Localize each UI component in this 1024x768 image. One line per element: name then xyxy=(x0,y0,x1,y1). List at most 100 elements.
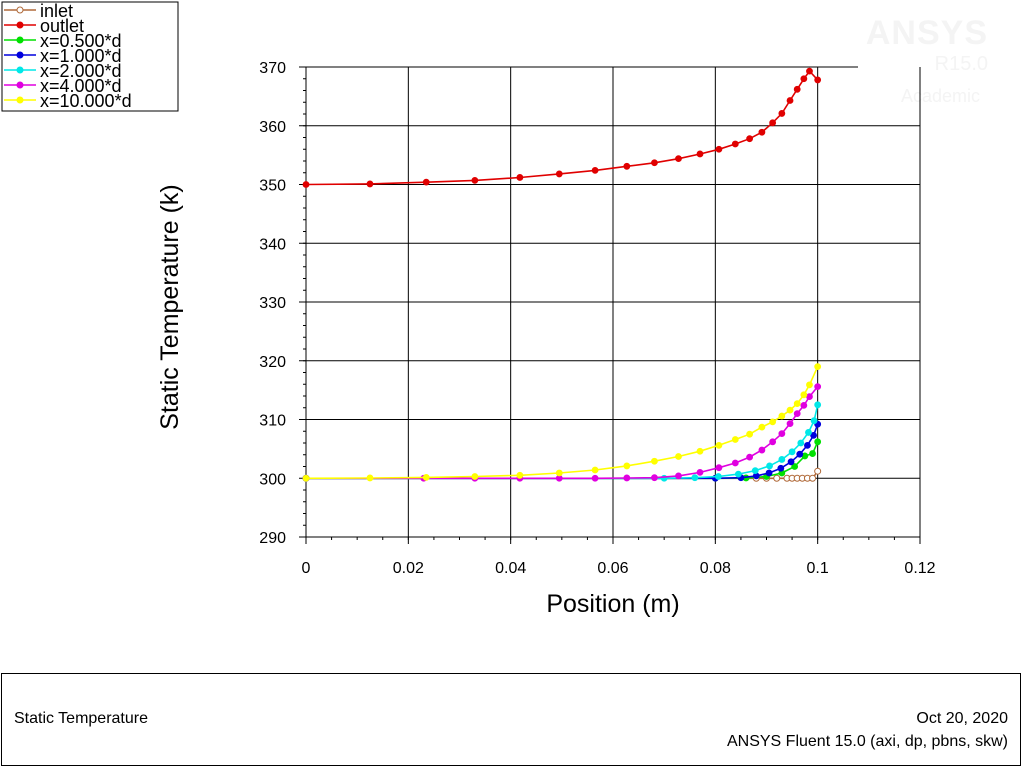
data-point xyxy=(691,474,699,482)
y-tick-label: 360 xyxy=(259,119,286,136)
watermark-brand: ANSYS xyxy=(865,14,988,52)
data-point xyxy=(746,453,754,461)
data-point xyxy=(651,457,658,465)
data-point xyxy=(800,401,808,409)
footer-software-version: ANSYS Fluent 15.0 (axi, dp, pbns, skw) xyxy=(726,733,1008,750)
data-point xyxy=(786,420,794,428)
data-point xyxy=(696,447,704,455)
x-tick-label: 0 xyxy=(302,560,311,577)
legend-label: x=1.000*d xyxy=(40,46,122,66)
y-tick-label: 320 xyxy=(259,354,286,371)
data-point xyxy=(675,453,682,460)
data-point xyxy=(696,468,704,476)
y-tick-label: 330 xyxy=(259,295,286,312)
legend-swatch-marker xyxy=(16,81,24,89)
legend-swatch-marker xyxy=(16,66,24,74)
data-point xyxy=(778,456,786,463)
x-tick-label: 0.02 xyxy=(393,560,424,577)
series-line xyxy=(306,386,819,480)
data-point xyxy=(302,181,310,188)
series-line xyxy=(306,423,819,480)
legend-swatch-marker xyxy=(16,21,24,29)
y-tick-label: 350 xyxy=(259,178,286,195)
data-point xyxy=(793,85,801,93)
xy-plot: 0 0.02 0.04 0.06 0.08 0.1 0.12 290 300 310 320 330 3… xyxy=(1,1,936,618)
legend-label: inlet xyxy=(40,1,73,21)
data-point xyxy=(422,473,430,481)
y-tick-label: 290 xyxy=(259,530,286,547)
data-point xyxy=(516,471,524,479)
axes: 0 0.02 0.04 0.06 0.08 0.1 0.12 290 300 310 320 330 3… xyxy=(259,60,935,577)
data-point xyxy=(758,446,766,454)
x-tick-label: 0.04 xyxy=(495,560,526,577)
y-tick-label: 300 xyxy=(259,471,286,488)
series-group xyxy=(302,67,822,482)
data-point xyxy=(555,469,563,477)
legend-label: x=2.000*d xyxy=(40,61,122,81)
data-point xyxy=(804,441,811,449)
data-point xyxy=(715,145,723,153)
data-point xyxy=(471,176,479,184)
data-point xyxy=(814,383,822,391)
data-point xyxy=(791,463,799,470)
legend-label: x=4.000*d xyxy=(40,76,122,96)
data-point xyxy=(623,462,631,470)
data-point xyxy=(516,174,524,181)
x-tick-label: 0.1 xyxy=(807,560,829,577)
data-point xyxy=(806,67,813,75)
data-point xyxy=(731,436,739,443)
data-point xyxy=(809,450,816,457)
series-line xyxy=(306,404,819,480)
data-point xyxy=(769,418,777,426)
data-point xyxy=(746,430,754,438)
data-point xyxy=(651,159,658,167)
data-point xyxy=(746,135,754,143)
data-point xyxy=(302,474,310,482)
data-point xyxy=(800,391,808,399)
data-point xyxy=(778,110,786,117)
data-point xyxy=(715,473,722,480)
legend-box xyxy=(1,1,179,112)
data-point xyxy=(731,459,739,467)
footer-panel: Static Temperature Oct 20, 2020 ANSYS Fl… xyxy=(1,673,1021,766)
data-point xyxy=(766,462,773,470)
data-point xyxy=(814,467,822,475)
data-point xyxy=(422,178,430,186)
data-point xyxy=(814,401,822,409)
y-axis-title: Static Temperature (k) xyxy=(156,184,184,429)
legend-label: outlet xyxy=(40,16,84,36)
data-point xyxy=(715,464,723,472)
data-point xyxy=(731,140,739,148)
data-point xyxy=(366,180,374,188)
data-point xyxy=(555,170,563,178)
data-point xyxy=(796,450,804,458)
data-point xyxy=(734,470,742,478)
data-point xyxy=(814,438,822,446)
data-point xyxy=(800,75,808,83)
legend: inletoutletx=0.500*dx=1.000*dx=2.000*dx=… xyxy=(1,1,179,112)
watermark-edition: Academic xyxy=(900,86,980,106)
data-point xyxy=(471,473,479,480)
data-point xyxy=(793,400,801,408)
data-point xyxy=(758,423,766,431)
y-tick-label: 370 xyxy=(259,60,286,77)
data-point xyxy=(696,150,704,158)
data-point xyxy=(797,439,805,447)
x-axis-title: Position (m) xyxy=(546,590,679,618)
ansys-watermark: ANSYS R15.0 Academic xyxy=(866,14,988,107)
data-point xyxy=(805,429,812,436)
data-point xyxy=(591,474,599,482)
x-tick-label: 0.12 xyxy=(904,560,935,577)
data-point xyxy=(769,119,777,127)
data-point xyxy=(809,474,817,482)
data-point xyxy=(675,155,682,163)
data-point xyxy=(778,430,786,438)
data-point xyxy=(623,162,631,170)
data-point xyxy=(810,417,818,425)
data-point xyxy=(751,467,759,475)
x-tick-label: 0.06 xyxy=(597,560,628,577)
y-tick-label: 340 xyxy=(259,236,286,253)
footer-title: Static Temperature xyxy=(14,710,148,727)
series-x=4.000*d xyxy=(302,383,822,482)
series-outlet xyxy=(302,67,822,188)
